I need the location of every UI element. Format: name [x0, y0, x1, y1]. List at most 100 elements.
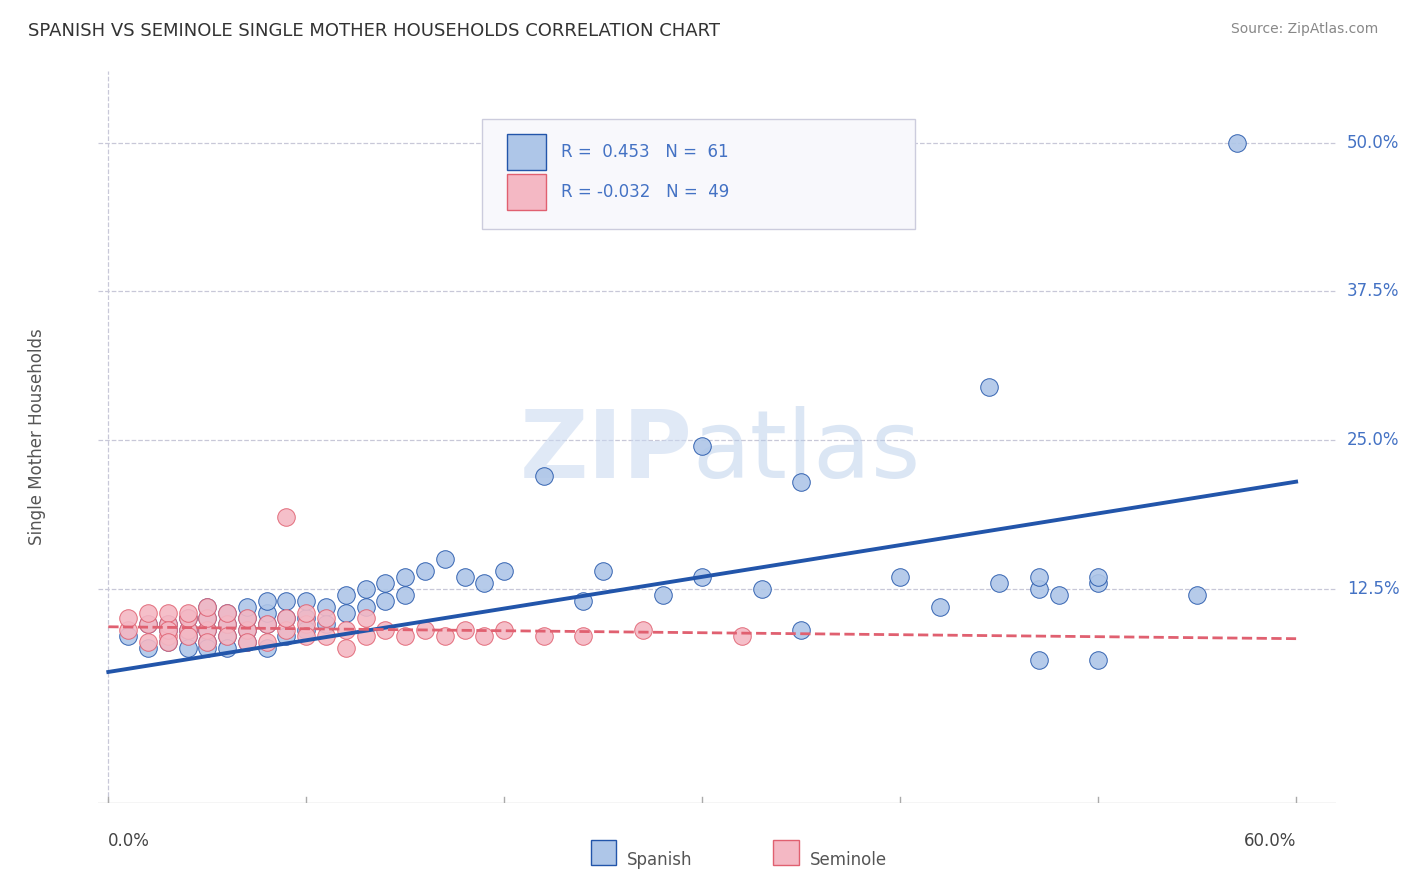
Point — [394, 629, 416, 643]
Point — [195, 641, 218, 656]
Point — [1047, 588, 1070, 602]
Point — [651, 588, 673, 602]
Point — [731, 629, 754, 643]
Point — [176, 606, 198, 620]
Point — [136, 606, 159, 620]
Point — [176, 624, 198, 638]
Point — [354, 611, 377, 625]
Point — [295, 629, 318, 643]
Point — [276, 510, 298, 524]
Point — [889, 570, 911, 584]
Point — [236, 624, 259, 638]
Point — [453, 570, 475, 584]
Point — [217, 641, 239, 656]
Point — [236, 624, 259, 638]
Point — [276, 611, 298, 625]
Point — [256, 617, 278, 632]
Point — [1185, 588, 1208, 602]
Point — [354, 599, 377, 614]
Point — [136, 617, 159, 632]
Text: R = -0.032   N =  49: R = -0.032 N = 49 — [561, 183, 730, 201]
Point — [413, 564, 436, 578]
Text: 25.0%: 25.0% — [1347, 431, 1399, 449]
Point — [394, 570, 416, 584]
Point — [156, 635, 179, 649]
Point — [256, 593, 278, 607]
Point — [195, 611, 218, 625]
Point — [979, 379, 1001, 393]
Point — [217, 606, 239, 620]
Point — [276, 629, 298, 643]
Text: R =  0.453   N =  61: R = 0.453 N = 61 — [561, 143, 728, 161]
Point — [335, 606, 357, 620]
Point — [474, 629, 496, 643]
Point — [217, 629, 239, 643]
Point — [195, 599, 218, 614]
Point — [117, 624, 139, 638]
Text: Source: ZipAtlas.com: Source: ZipAtlas.com — [1230, 22, 1378, 37]
Point — [117, 629, 139, 643]
Point — [276, 593, 298, 607]
Point — [156, 617, 179, 632]
Point — [195, 635, 218, 649]
Bar — [506, 174, 547, 211]
Text: Seminole: Seminole — [810, 851, 887, 869]
Point — [315, 611, 337, 625]
Point — [156, 635, 179, 649]
Point — [156, 624, 179, 638]
Point — [195, 611, 218, 625]
Point — [494, 564, 516, 578]
Point — [315, 629, 337, 643]
Point — [176, 624, 198, 638]
Point — [217, 617, 239, 632]
Point — [335, 641, 357, 656]
Point — [156, 606, 179, 620]
Point — [217, 629, 239, 643]
Text: 12.5%: 12.5% — [1347, 580, 1399, 598]
Point — [295, 611, 318, 625]
Text: SPANISH VS SEMINOLE SINGLE MOTHER HOUSEHOLDS CORRELATION CHART: SPANISH VS SEMINOLE SINGLE MOTHER HOUSEH… — [28, 22, 720, 40]
Point — [136, 641, 159, 656]
Point — [374, 575, 396, 590]
Text: ZIP: ZIP — [519, 406, 692, 498]
Text: 50.0%: 50.0% — [1347, 134, 1399, 152]
Point — [236, 599, 259, 614]
Point — [790, 624, 813, 638]
Point — [453, 624, 475, 638]
Point — [572, 593, 595, 607]
Point — [631, 624, 654, 638]
Point — [195, 599, 218, 614]
Point — [790, 475, 813, 489]
Point — [136, 617, 159, 632]
Point — [217, 606, 239, 620]
Point — [751, 582, 773, 596]
Point — [494, 624, 516, 638]
Text: Spanish: Spanish — [627, 851, 693, 869]
Point — [1028, 570, 1050, 584]
Point — [374, 593, 396, 607]
Point — [1028, 582, 1050, 596]
Point — [315, 599, 337, 614]
Point — [195, 635, 218, 649]
Point — [1226, 136, 1249, 150]
Point — [572, 629, 595, 643]
Point — [690, 439, 713, 453]
Text: 37.5%: 37.5% — [1347, 283, 1399, 301]
Point — [335, 588, 357, 602]
Point — [690, 570, 713, 584]
Point — [354, 582, 377, 596]
Text: 0.0%: 0.0% — [108, 832, 150, 850]
Point — [156, 624, 179, 638]
Point — [295, 617, 318, 632]
Point — [295, 624, 318, 638]
Point — [374, 624, 396, 638]
Point — [256, 617, 278, 632]
Point — [236, 611, 259, 625]
Point — [236, 635, 259, 649]
Point — [176, 611, 198, 625]
Point — [988, 575, 1011, 590]
Point — [276, 624, 298, 638]
Point — [176, 611, 198, 625]
Text: Single Mother Households: Single Mother Households — [28, 329, 45, 545]
Text: atlas: atlas — [692, 406, 921, 498]
